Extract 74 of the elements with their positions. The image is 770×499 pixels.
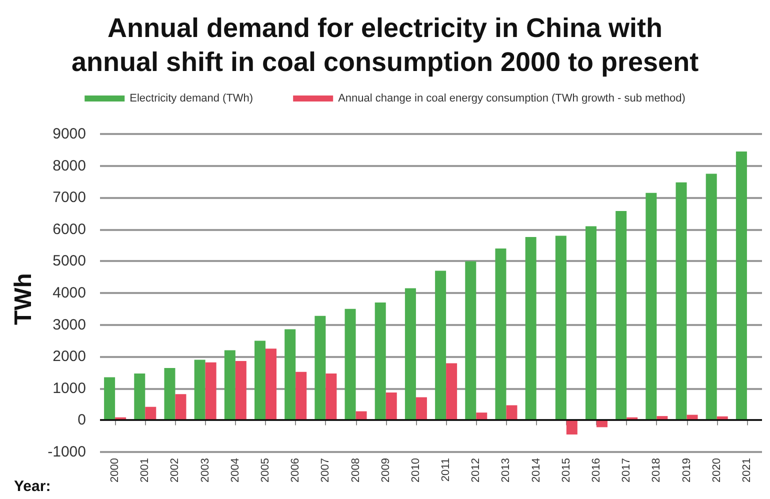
bar: [175, 394, 186, 420]
x-tick-label: 2020: [710, 458, 723, 482]
bar: [676, 182, 687, 420]
x-tick-label: 2002: [169, 458, 182, 482]
bar: [254, 340, 266, 420]
bar: [736, 151, 747, 420]
legend-label: Annual change in coal energy consumption (TWh growth - sub method): [338, 92, 686, 104]
y-tick-label: 3000: [52, 316, 86, 334]
y-tick-label: 6000: [52, 220, 86, 238]
x-tick-label: 2013: [500, 458, 512, 482]
y-tick-label: 2000: [52, 348, 86, 366]
x-axis-title: Year:: [14, 478, 51, 495]
bar: [224, 350, 236, 420]
x-tick-label: 2009: [380, 458, 392, 482]
x-tick-label: 2018: [650, 458, 663, 482]
y-tick-label: -1000: [48, 444, 86, 460]
bar: [646, 192, 657, 420]
x-tick-label: 2011: [440, 458, 452, 482]
bar: [465, 261, 476, 420]
y-tick-label: 1000: [52, 380, 86, 397]
bar: [344, 308, 356, 420]
bar: [356, 411, 367, 420]
chart-title: Annual demand for electricity in China with annual shift in coal consumption 2000 to present: [71, 13, 699, 77]
bar: [435, 270, 446, 420]
x-tick-label: 2001: [139, 458, 152, 482]
bar: [706, 174, 717, 420]
legend-label: Electricity demand (TWh): [130, 92, 254, 104]
x-tick-label: 2000: [109, 458, 122, 482]
bar: [506, 405, 518, 420]
bar: [314, 316, 326, 420]
bar: [326, 373, 337, 420]
bar: [555, 236, 566, 420]
x-tick-label: 2012: [470, 458, 482, 482]
y-axis-title: TWh: [10, 273, 38, 325]
x-tick-label: 2017: [620, 458, 633, 482]
x-tick-label: 2016: [590, 458, 602, 482]
bar: [296, 372, 307, 420]
x-tick-label: 2004: [229, 458, 242, 482]
bar: [104, 377, 116, 420]
x-tick-label: 2014: [530, 458, 542, 482]
y-tick-label: 5000: [52, 252, 86, 270]
x-tick-label: 2005: [260, 458, 272, 482]
bar: [145, 406, 156, 420]
bar: [404, 288, 416, 420]
bar: [205, 362, 216, 420]
x-tick-label: 2019: [680, 458, 693, 482]
bar: [266, 348, 276, 420]
bar: [476, 412, 488, 420]
x-tick-label: 2015: [560, 458, 572, 482]
y-tick-label: 0: [78, 412, 86, 429]
y-tick-label: 9000: [52, 126, 86, 142]
bar: [284, 329, 296, 420]
bar: [164, 368, 176, 420]
bar: [616, 210, 627, 420]
bar: [566, 420, 578, 435]
y-tick-label: 7000: [52, 189, 86, 206]
x-tick-label: 2021: [740, 458, 753, 482]
x-tick-label: 2003: [199, 458, 212, 482]
y-tick-label: 4000: [52, 284, 86, 302]
bar: [416, 397, 427, 420]
x-tick-label: 2010: [410, 458, 422, 482]
bar: [374, 302, 386, 420]
bar: [386, 392, 397, 420]
x-tick-label: 2006: [290, 458, 302, 482]
x-tick-label: 2007: [320, 458, 332, 482]
bar: [446, 363, 458, 420]
bar: [525, 237, 536, 420]
y-tick-label: 8000: [52, 157, 86, 174]
bar: [134, 373, 146, 420]
bar: [495, 248, 506, 420]
bar: [586, 226, 596, 420]
bar: [235, 361, 246, 420]
x-tick-label: 2008: [350, 458, 362, 482]
bar: [194, 360, 206, 420]
